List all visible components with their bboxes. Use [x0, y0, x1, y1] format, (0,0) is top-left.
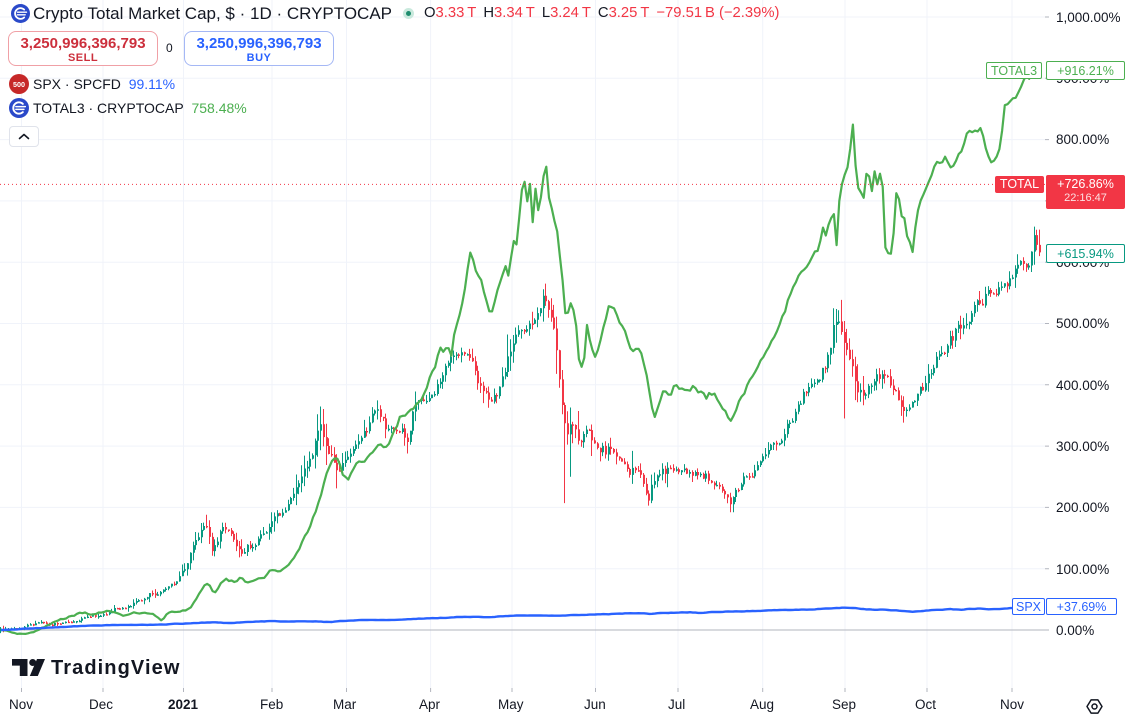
svg-text:500: 500	[13, 80, 25, 89]
